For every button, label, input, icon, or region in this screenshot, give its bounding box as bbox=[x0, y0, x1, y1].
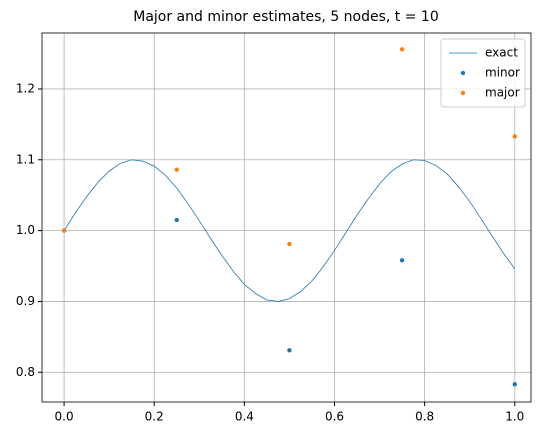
legend-label: exact bbox=[485, 46, 518, 60]
x-tick-label: 0.4 bbox=[235, 410, 254, 424]
legend-label: major bbox=[485, 86, 520, 100]
x-tick-label: 0.8 bbox=[415, 410, 434, 424]
x-tick-label: 1.0 bbox=[505, 410, 524, 424]
y-tick-label: 0.9 bbox=[16, 294, 35, 308]
legend-label: minor bbox=[485, 66, 520, 80]
point bbox=[512, 382, 517, 387]
x-tick-label: 0.6 bbox=[325, 410, 344, 424]
line bbox=[63, 159, 516, 302]
y-tick-label: 1.1 bbox=[16, 152, 35, 166]
y-tick-label: 1.2 bbox=[16, 81, 35, 95]
y-tick-label: 0.8 bbox=[16, 365, 35, 379]
legend-swatch bbox=[460, 70, 466, 76]
legend-swatch bbox=[460, 90, 466, 96]
point bbox=[174, 167, 179, 172]
point bbox=[399, 258, 405, 263]
point bbox=[174, 217, 179, 223]
legend-box bbox=[440, 38, 526, 108]
point bbox=[399, 47, 405, 52]
chart-title: Major and minor estimates, 5 nodes, t = … bbox=[133, 9, 439, 25]
point bbox=[287, 241, 292, 247]
x-tick-label: 0.0 bbox=[55, 410, 74, 424]
point bbox=[512, 134, 517, 139]
point bbox=[287, 348, 292, 353]
y-tick-label: 1.0 bbox=[16, 223, 35, 237]
x-tick-label: 0.2 bbox=[145, 410, 164, 424]
plot-frame bbox=[41, 32, 532, 403]
point bbox=[61, 228, 67, 233]
